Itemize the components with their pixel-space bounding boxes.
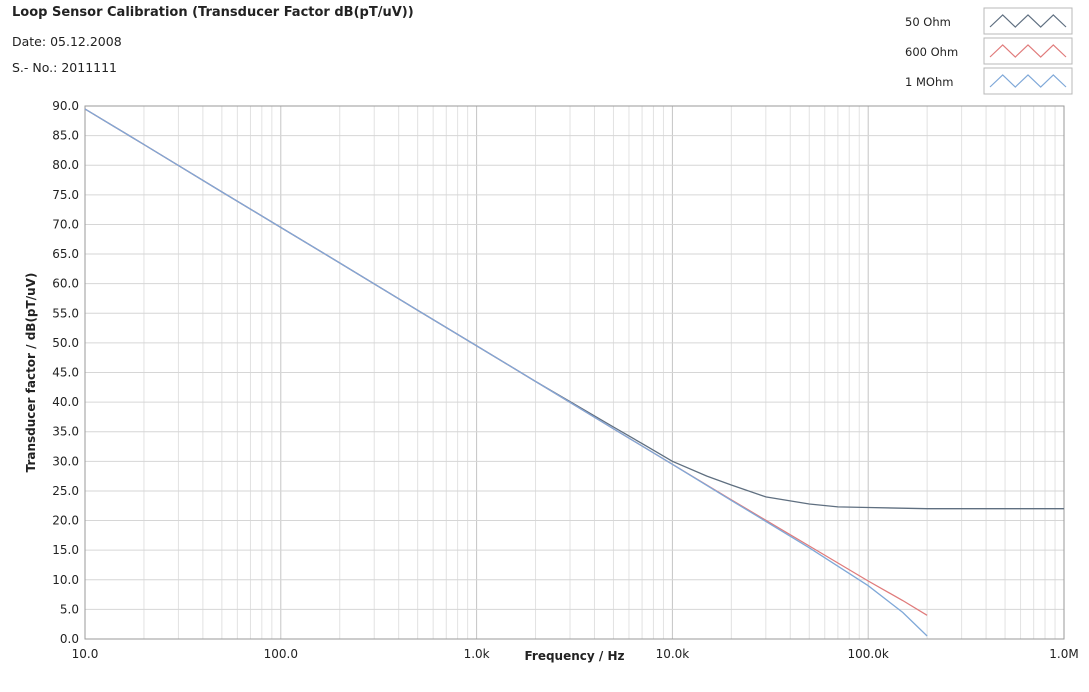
date-label: Date:: [12, 34, 47, 49]
y-tick-label: 10.0: [52, 573, 79, 587]
serial-number-line: S.- No.: 2011111: [12, 60, 117, 75]
x-tick-label: 10.0: [72, 647, 99, 661]
legend-swatch-box: [983, 67, 1073, 95]
y-tick-label: 60.0: [52, 277, 79, 291]
x-axis-title: Frequency / Hz: [524, 649, 624, 663]
y-tick-label: 70.0: [52, 217, 79, 231]
legend-swatch-box: [983, 7, 1073, 35]
x-tick-label: 1.0M: [1049, 647, 1078, 661]
legend-swatch-600-ohm: [989, 44, 1067, 58]
y-tick-label: 0.0: [60, 632, 79, 646]
y-tick-label: 80.0: [52, 158, 79, 172]
legend-label-600-ohm: 600 Ohm: [905, 45, 958, 59]
y-tick-label: 25.0: [52, 484, 79, 498]
legend: 50 Ohm 600 Ohm 1 MOhm: [905, 7, 1073, 95]
legend-label-1-mohm: 1 MOhm: [905, 75, 953, 89]
y-tick-label: 5.0: [60, 602, 79, 616]
date-line: Date: 05.12.2008: [12, 34, 122, 49]
serial-label: S.- No.:: [12, 60, 58, 75]
y-axis-title: Transducer factor / dB(pT/uV): [24, 273, 38, 473]
y-tick-label: 15.0: [52, 543, 79, 557]
y-tick-label: 30.0: [52, 454, 79, 468]
series-line-1-mohm: [84, 108, 928, 637]
x-tick-label: 100.0: [264, 647, 298, 661]
serial-value: 2011111: [61, 60, 118, 75]
series-line-50-ohm: [84, 108, 1064, 510]
grid: [84, 105, 1065, 640]
y-tick-label: 65.0: [52, 247, 79, 261]
legend-swatch-1-mohm: [989, 74, 1067, 88]
x-tick-label: 1.0k: [464, 647, 490, 661]
y-tick-label: 45.0: [52, 366, 79, 380]
chart-title: Loop Sensor Calibration (Transducer Fact…: [12, 5, 414, 20]
date-value: 05.12.2008: [50, 34, 122, 49]
y-tick-label: 40.0: [52, 395, 79, 409]
y-tick-label: 20.0: [52, 514, 79, 528]
plot-area-border: [84, 105, 1065, 640]
legend-swatch-50-ohm: [989, 14, 1067, 28]
x-tick-label: 100.0k: [848, 647, 889, 661]
legend-label-50-ohm: 50 Ohm: [905, 15, 951, 29]
y-tick-label: 85.0: [52, 129, 79, 143]
y-tick-label: 75.0: [52, 188, 79, 202]
y-tick-label: 55.0: [52, 306, 79, 320]
y-tick-label: 90.0: [52, 99, 79, 113]
y-tick-label: 50.0: [52, 336, 79, 350]
x-tick-label: 10.0k: [656, 647, 690, 661]
legend-swatch-box: [983, 37, 1073, 65]
y-tick-label: 35.0: [52, 425, 79, 439]
